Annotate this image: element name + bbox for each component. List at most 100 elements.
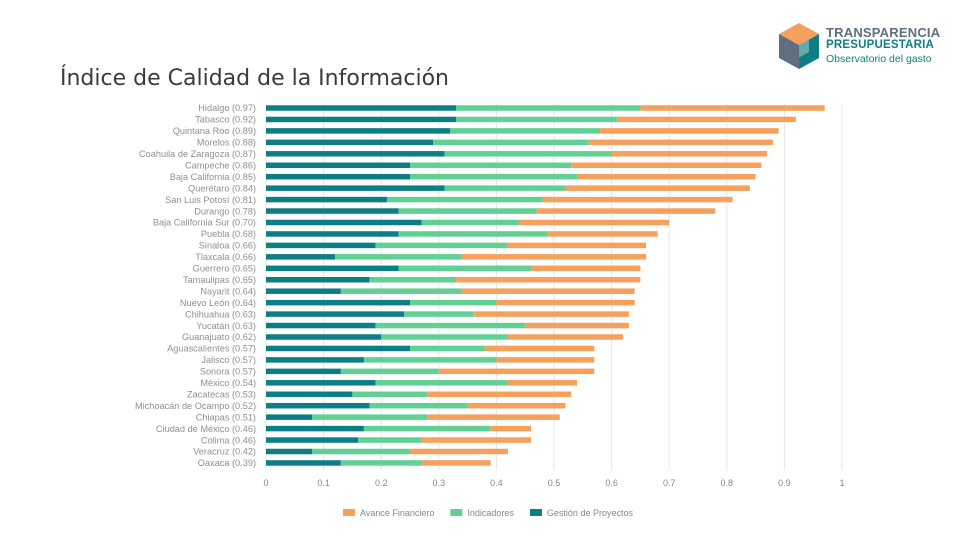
category-label: Veracruz (0.42) bbox=[193, 447, 256, 457]
bar-gestion-de-proyectos bbox=[266, 402, 370, 409]
category-label: Sonora (0.57) bbox=[200, 367, 256, 377]
category-label: Durango (0.78) bbox=[194, 206, 256, 216]
bar-avance-financiero bbox=[461, 288, 635, 294]
bar-gestion-de-proyectos bbox=[266, 357, 364, 363]
bar-gestion-de-proyectos bbox=[266, 425, 364, 432]
transparencia-presupuestaria-logo: TRANSPARENCIA PRESUPUESTARIA Observatori… bbox=[776, 22, 946, 72]
bar-indicadores bbox=[398, 208, 537, 214]
category-label: San Luis Potosí (0.81) bbox=[165, 195, 256, 205]
legend-label: Indicadores bbox=[467, 508, 514, 518]
bar-indicadores bbox=[386, 196, 543, 203]
bar-avance-financiero bbox=[496, 299, 635, 306]
x-tick-label: 0.1 bbox=[317, 478, 330, 488]
bar-avance-financiero bbox=[507, 380, 578, 386]
bar-indicadores bbox=[456, 116, 618, 123]
bar-indicadores bbox=[410, 173, 578, 180]
bar-avance-financiero bbox=[600, 128, 779, 134]
bar-gestion-de-proyectos bbox=[266, 391, 353, 397]
bar-indicadores bbox=[358, 437, 422, 443]
category-label: Tlaxcala (0.66) bbox=[195, 252, 256, 262]
bar-gestion-de-proyectos bbox=[266, 105, 457, 111]
bar-indicadores bbox=[421, 219, 520, 226]
category-label: México (0.54) bbox=[200, 378, 256, 388]
category-label: Colima (0.46) bbox=[201, 435, 256, 445]
category-label: Puebla (0.68) bbox=[201, 229, 256, 239]
bar-indicadores bbox=[363, 425, 491, 432]
bar-gestion-de-proyectos bbox=[266, 128, 451, 134]
bar-avance-financiero bbox=[461, 254, 647, 260]
bar-avance-financiero bbox=[421, 460, 491, 466]
bar-indicadores bbox=[410, 345, 485, 352]
x-tick-label: 0.8 bbox=[721, 478, 734, 488]
bar-gestion-de-proyectos bbox=[266, 231, 399, 237]
bar-avance-financiero bbox=[617, 116, 796, 123]
x-tick-label: 1 bbox=[839, 478, 844, 488]
bar-gestion-de-proyectos bbox=[266, 288, 341, 294]
bar-indicadores bbox=[450, 128, 601, 134]
bar-gestion-de-proyectos bbox=[266, 116, 457, 123]
category-label: Quintana Roo (0.89) bbox=[173, 126, 256, 136]
bar-indicadores bbox=[410, 162, 572, 168]
legend-label: Gestión de Proyectos bbox=[547, 508, 634, 518]
bar-gestion-de-proyectos bbox=[266, 173, 410, 180]
bar-indicadores bbox=[369, 402, 468, 409]
bar-gestion-de-proyectos bbox=[266, 311, 405, 317]
category-label: Tabasco (0.92) bbox=[195, 115, 256, 125]
x-tick-label: 0.4 bbox=[490, 478, 503, 488]
bar-avance-financiero bbox=[536, 208, 716, 214]
category-label: Hidalgo (0.97) bbox=[198, 103, 256, 113]
bar-gestion-de-proyectos bbox=[266, 162, 410, 168]
x-tick-label: 0.5 bbox=[548, 478, 561, 488]
bar-indicadores bbox=[433, 139, 589, 146]
bar-indicadores bbox=[404, 311, 474, 317]
category-label: Campeche (0.86) bbox=[185, 160, 256, 170]
bar-gestion-de-proyectos bbox=[266, 448, 313, 455]
bar-avance-financiero bbox=[525, 322, 629, 329]
category-label: Guerrero (0.65) bbox=[193, 264, 256, 274]
bar-indicadores bbox=[335, 254, 462, 260]
bar-avance-financiero bbox=[530, 265, 641, 272]
bar-indicadores bbox=[352, 391, 428, 397]
bar-gestion-de-proyectos bbox=[266, 151, 445, 157]
bar-avance-financiero bbox=[410, 448, 508, 455]
bar-gestion-de-proyectos bbox=[266, 219, 422, 226]
bar-gestion-de-proyectos bbox=[266, 437, 359, 443]
legend-swatch-gestion-de-proyectos bbox=[529, 509, 542, 516]
bar-avance-financiero bbox=[542, 196, 733, 203]
category-label: Tamaulipas (0.65) bbox=[183, 275, 256, 285]
bar-gestion-de-proyectos bbox=[266, 368, 341, 375]
category-label: Morelos (0.88) bbox=[197, 138, 256, 148]
legend-swatch-indicadores bbox=[450, 509, 463, 516]
bar-gestion-de-proyectos bbox=[266, 322, 376, 329]
bar-avance-financiero bbox=[519, 219, 670, 226]
bar-gestion-de-proyectos bbox=[266, 185, 445, 191]
bar-avance-financiero bbox=[473, 311, 629, 317]
bar-gestion-de-proyectos bbox=[266, 139, 434, 146]
category-label: Chiapas (0.51) bbox=[196, 412, 256, 422]
category-label: Guanajuato (0.62) bbox=[182, 332, 256, 342]
bar-gestion-de-proyectos bbox=[266, 242, 376, 249]
category-label: Jalisco (0.57) bbox=[201, 355, 256, 365]
bar-gestion-de-proyectos bbox=[266, 196, 387, 203]
bar-gestion-de-proyectos bbox=[266, 414, 313, 420]
bar-gestion-de-proyectos bbox=[266, 380, 376, 386]
bar-avance-financiero bbox=[427, 391, 572, 397]
x-tick-label: 0.2 bbox=[375, 478, 388, 488]
category-label: Querétaro (0.84) bbox=[188, 183, 256, 193]
slide-title: Índice de Calidad de la Información bbox=[60, 66, 449, 91]
category-label: Aguascalientes (0.57) bbox=[167, 344, 256, 354]
bar-indicadores bbox=[381, 334, 508, 340]
bar-avance-financiero bbox=[484, 345, 595, 352]
bar-gestion-de-proyectos bbox=[266, 254, 336, 260]
bar-indicadores bbox=[375, 242, 508, 249]
bar-indicadores bbox=[375, 322, 526, 329]
bar-avance-financiero bbox=[456, 277, 641, 283]
x-tick-label: 0 bbox=[263, 478, 268, 488]
bar-indicadores bbox=[312, 448, 410, 455]
logo-tagline: Observatorio del gasto bbox=[826, 52, 932, 65]
x-tick-label: 0.7 bbox=[663, 478, 676, 488]
bar-gestion-de-proyectos bbox=[266, 345, 410, 352]
bar-avance-financiero bbox=[507, 242, 647, 249]
x-tick-label: 0.9 bbox=[778, 478, 791, 488]
bar-indicadores bbox=[363, 357, 497, 363]
